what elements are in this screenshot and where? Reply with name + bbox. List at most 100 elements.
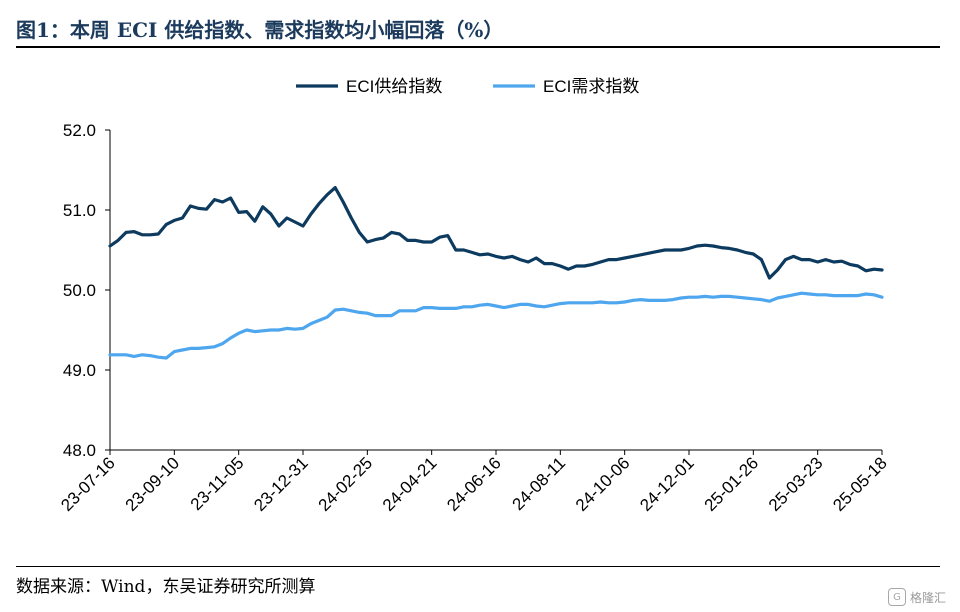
data-point	[768, 277, 771, 280]
data-point	[784, 295, 787, 298]
data-point	[326, 193, 329, 196]
data-point	[302, 225, 305, 228]
data-point	[639, 298, 642, 301]
data-point	[278, 225, 281, 228]
x-tick-label: 24-04-21	[379, 453, 441, 515]
title-divider	[16, 46, 940, 48]
data-point	[559, 302, 562, 305]
data-point	[125, 231, 128, 234]
data-point	[784, 258, 787, 261]
data-point	[157, 356, 160, 359]
data-point	[527, 261, 530, 264]
data-point	[117, 239, 120, 242]
data-point	[639, 253, 642, 256]
data-point	[350, 217, 353, 220]
data-point	[792, 293, 795, 296]
line-chart: ECI供给指数 ECI需求指数 48.0 49.0 50.0 51.0 52.0 23-07…	[57, 77, 891, 515]
data-point	[165, 357, 168, 360]
data-point	[414, 239, 417, 242]
data-point	[221, 342, 224, 345]
data-point	[366, 241, 369, 244]
data-point	[269, 213, 272, 216]
data-point	[125, 353, 128, 356]
data-point	[366, 312, 369, 315]
data-point	[808, 293, 811, 296]
data-point	[382, 237, 385, 240]
data-point	[615, 258, 618, 261]
x-tick-label: 24-02-25	[315, 453, 377, 515]
watermark: G 格隆汇	[887, 588, 946, 606]
data-point	[310, 213, 313, 216]
watermark-text: 格隆汇	[909, 590, 946, 605]
data-point	[245, 210, 248, 213]
data-point	[808, 258, 811, 261]
data-point	[261, 205, 264, 208]
data-point	[422, 306, 425, 309]
data-point	[342, 308, 345, 311]
data-point	[655, 299, 658, 302]
y-tick-label: 48.0	[63, 441, 96, 460]
data-point	[430, 306, 433, 309]
data-point	[173, 219, 176, 222]
data-point	[615, 301, 618, 304]
data-point	[141, 353, 144, 356]
data-point	[776, 269, 779, 272]
data-point	[495, 255, 498, 258]
data-point	[253, 330, 256, 333]
data-point	[865, 269, 868, 272]
y-tick-label: 52.0	[63, 121, 96, 140]
data-point	[752, 253, 755, 256]
data-point	[672, 298, 675, 301]
data-point	[591, 263, 594, 266]
data-point	[543, 305, 546, 308]
data-point	[776, 297, 779, 300]
data-point	[495, 305, 498, 308]
data-point	[873, 293, 876, 296]
data-point	[688, 247, 691, 250]
data-point	[607, 301, 610, 304]
data-point	[519, 303, 522, 306]
data-point	[575, 265, 578, 268]
data-point	[221, 201, 224, 204]
data-point	[109, 353, 112, 356]
series-lines	[108, 186, 884, 360]
data-point	[487, 303, 490, 306]
data-point	[109, 245, 112, 248]
data-point	[744, 297, 747, 300]
data-point	[278, 329, 281, 332]
data-point	[294, 328, 297, 331]
data-point	[631, 255, 634, 258]
data-point	[768, 300, 771, 303]
data-point	[720, 246, 723, 249]
data-point	[865, 293, 868, 296]
data-point	[213, 345, 216, 348]
data-point	[438, 236, 441, 239]
data-point	[374, 238, 377, 241]
data-point	[848, 263, 851, 266]
x-tick-label: 23-07-16	[57, 453, 119, 515]
data-point	[559, 265, 562, 268]
data-point	[736, 249, 739, 252]
data-point	[487, 253, 490, 256]
x-tick-label: 23-11-05	[187, 453, 248, 514]
data-point	[189, 347, 192, 350]
data-point	[704, 244, 707, 247]
y-tick-label: 50.0	[63, 281, 96, 300]
data-point	[181, 349, 184, 352]
data-point	[205, 346, 208, 349]
data-point	[117, 353, 120, 356]
data-point	[527, 303, 530, 306]
data-point	[302, 327, 305, 330]
data-point	[165, 223, 168, 226]
data-point	[704, 295, 707, 298]
data-point	[390, 231, 393, 234]
data-point	[832, 294, 835, 297]
x-tick-label: 24-08-11	[508, 453, 569, 514]
data-point	[816, 293, 819, 296]
data-point	[728, 247, 731, 250]
data-point	[390, 314, 393, 317]
data-point	[664, 249, 667, 252]
chart-title: 图1：本周 ECI 供给指数、需求指数均小幅回落（%）	[16, 18, 504, 42]
axes: 48.049.050.051.052.023-07-16 23-09-10 23-1…	[57, 121, 891, 515]
data-point	[157, 233, 160, 236]
